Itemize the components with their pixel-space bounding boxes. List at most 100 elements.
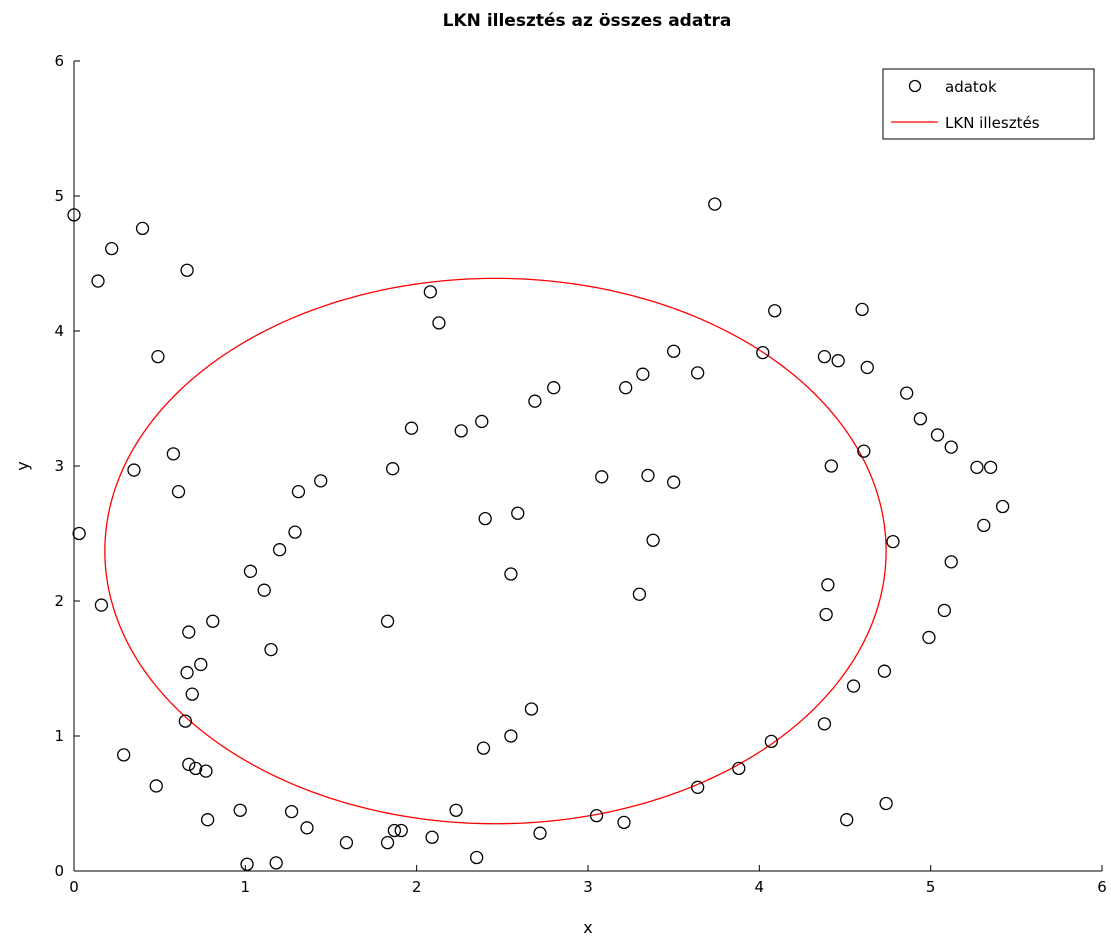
data-point bbox=[944, 555, 958, 569]
y-tick-label: 5 bbox=[54, 187, 64, 205]
data-point bbox=[547, 381, 561, 395]
data-point bbox=[149, 779, 163, 793]
data-point bbox=[180, 665, 194, 680]
legend-label-fit: LKN illesztés bbox=[945, 114, 1040, 132]
data-point bbox=[300, 821, 314, 835]
data-point bbox=[72, 526, 86, 541]
data-point bbox=[182, 625, 196, 639]
y-axis-ticks: 0 1 2 3 4 5 6 bbox=[54, 52, 80, 880]
data-point bbox=[995, 499, 1010, 514]
data-point bbox=[824, 459, 838, 473]
data-point bbox=[817, 717, 832, 731]
data-point bbox=[394, 823, 408, 838]
data-point bbox=[380, 614, 395, 628]
data-point bbox=[877, 664, 892, 678]
x-tick-label: 4 bbox=[755, 878, 765, 896]
data-point bbox=[524, 702, 539, 716]
data-point bbox=[178, 714, 193, 728]
data-point bbox=[817, 349, 832, 364]
data-point bbox=[708, 197, 722, 211]
data-point bbox=[819, 607, 833, 622]
data-point bbox=[206, 614, 220, 628]
data-point bbox=[528, 394, 542, 408]
y-tick-label: 0 bbox=[54, 862, 64, 880]
data-point bbox=[404, 421, 419, 435]
data-point bbox=[171, 484, 186, 499]
data-point bbox=[855, 302, 869, 317]
data-point bbox=[117, 748, 131, 762]
data-point bbox=[449, 803, 463, 817]
data-point bbox=[240, 857, 254, 871]
y-axis-label: y bbox=[13, 461, 32, 470]
x-tick-label: 3 bbox=[583, 878, 593, 896]
data-point bbox=[188, 761, 203, 776]
x-tick-label: 6 bbox=[1097, 878, 1107, 896]
data-point bbox=[636, 367, 650, 381]
data-point bbox=[478, 512, 492, 526]
y-tick-label: 1 bbox=[54, 727, 64, 745]
data-point bbox=[977, 518, 991, 533]
data-point bbox=[617, 815, 631, 830]
data-point bbox=[200, 813, 215, 827]
data-point bbox=[831, 354, 845, 368]
data-point bbox=[475, 414, 489, 429]
legend-label-data: adatok bbox=[945, 78, 997, 96]
data-point bbox=[857, 444, 871, 458]
data-point bbox=[504, 729, 518, 743]
data-point bbox=[930, 428, 945, 442]
data-point bbox=[589, 809, 604, 823]
data-point bbox=[691, 780, 705, 794]
data-point bbox=[764, 734, 778, 749]
data-point bbox=[619, 381, 633, 395]
data-point bbox=[314, 474, 328, 488]
data-point bbox=[641, 468, 655, 483]
data-point bbox=[646, 533, 660, 547]
data-point bbox=[768, 304, 782, 318]
data-point bbox=[840, 813, 854, 827]
data-point bbox=[732, 761, 746, 776]
data-point bbox=[380, 836, 395, 850]
data-point bbox=[900, 386, 914, 400]
legend: adatok LKN illesztés bbox=[882, 68, 1095, 140]
data-point bbox=[105, 241, 119, 256]
data-point bbox=[595, 470, 609, 484]
data-point bbox=[983, 460, 998, 475]
data-point bbox=[151, 349, 165, 364]
data-point bbox=[194, 657, 208, 672]
y-tick-label: 6 bbox=[54, 52, 64, 70]
data-point bbox=[94, 598, 109, 612]
data-point bbox=[922, 630, 936, 645]
data-point bbox=[970, 460, 984, 475]
data-point bbox=[166, 447, 181, 461]
data-point bbox=[454, 424, 468, 438]
data-point bbox=[185, 687, 199, 701]
data-point bbox=[269, 856, 283, 870]
data-point bbox=[476, 741, 491, 755]
data-point bbox=[387, 823, 402, 838]
data-point bbox=[339, 836, 354, 850]
x-axis-ticks: 0 1 2 3 4 5 6 bbox=[69, 865, 1107, 896]
data-point bbox=[284, 804, 299, 819]
data-point bbox=[386, 462, 400, 476]
data-point bbox=[135, 221, 150, 236]
x-tick-label: 5 bbox=[926, 878, 936, 896]
data-point bbox=[272, 543, 287, 557]
chart-title: LKN illesztés az összes adatra bbox=[443, 11, 732, 31]
legend-box bbox=[882, 68, 1095, 140]
data-point bbox=[846, 679, 861, 693]
data-point bbox=[291, 484, 306, 499]
data-point bbox=[860, 360, 874, 375]
data-point bbox=[937, 603, 952, 618]
fit-ellipse-line bbox=[104, 277, 887, 825]
data-point bbox=[233, 803, 247, 817]
data-point bbox=[199, 764, 213, 778]
data-point bbox=[821, 578, 835, 592]
data-point bbox=[91, 274, 105, 288]
x-tick-label: 1 bbox=[241, 878, 251, 896]
data-point bbox=[288, 525, 302, 539]
data-point bbox=[423, 285, 438, 299]
data-point bbox=[913, 412, 928, 426]
data-point bbox=[511, 506, 525, 520]
data-point bbox=[886, 534, 900, 549]
